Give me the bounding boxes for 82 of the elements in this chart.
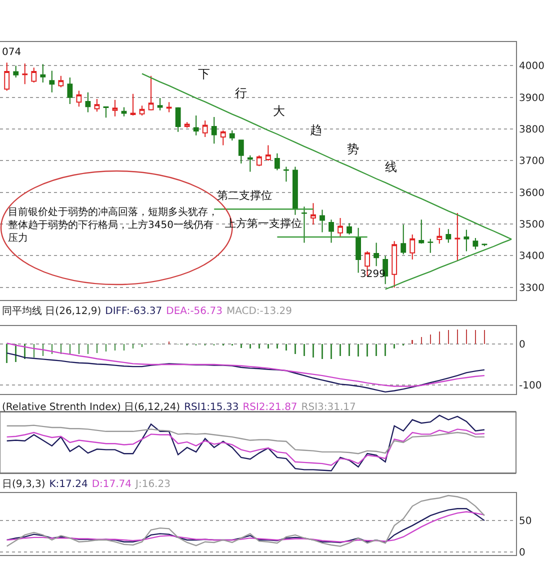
y-tick-label: 3400 [519,251,544,262]
candlestick [328,219,334,244]
annotation: 3299 [360,269,386,280]
y-tick-label: 3900 [519,92,544,104]
candlestick [76,90,82,108]
y-tick-label: 3700 [519,156,544,168]
candlestick [31,67,37,84]
candlestick [94,98,100,112]
candlestick [464,229,470,252]
chart-title: (Relative Strenth Index) 日(6,12,24) [2,402,180,413]
candlestick [428,238,434,254]
candlestick [193,114,199,136]
candlestick [40,64,46,84]
y-tick-label: 3300 [519,282,544,294]
candlestick [85,92,91,113]
candlestick [175,106,181,132]
candlestick [67,76,73,105]
candlestick [410,234,416,260]
candlestick [472,237,478,250]
candlestick [247,154,253,172]
candlestick [392,240,398,288]
candlestick [418,219,424,244]
candlestick [103,106,109,118]
candlestick [58,75,64,88]
candlestick [374,242,380,267]
candlestick [220,130,226,146]
candlestick [130,93,136,116]
y-tick-label: -100 [519,380,542,392]
candlestick [454,212,460,262]
y-tick-label: 3500 [519,220,544,231]
text: D:17.74 [92,479,132,490]
y-tick-label: 0 [519,547,526,558]
candlestick [112,99,118,117]
y-tick-label: 0 [519,340,526,351]
candlestick [310,202,316,226]
line-series [6,352,486,393]
candlestick [157,98,163,111]
candlestick [22,63,28,85]
candlestick [121,106,127,117]
candlestick [148,75,154,111]
candlestick [13,65,19,78]
candlestick [184,122,190,128]
y-tick-label: 50 [519,516,532,528]
candlestick [274,152,280,171]
annotation: 074 [2,47,22,58]
candlestick [284,166,289,182]
candlestick [49,70,55,93]
annotation: 目前银价处于弱势的冲高回落，短期多头犹存，整体趋于弱势的下行格局，上方3450一线仍有压力 [8,206,218,244]
text: RSI2:21.87 [242,402,298,413]
candlestick [302,206,307,244]
y-tick-label: 3800 [519,124,544,136]
y-tick-label: 3600 [519,188,544,199]
candlestick [356,227,362,274]
text: MACD:-13.29 [226,306,292,317]
candlestick [229,130,235,141]
candlestick [265,144,271,162]
y-tick-label: 4000 [519,61,544,72]
text: K:17.24 [49,479,88,490]
chart-title: 日(9,3,3) [2,479,46,490]
series-label: 第二支撑位 [217,189,272,202]
line-series [6,342,486,387]
candlestick [400,224,406,255]
chart-title: 同平均线 日(26,12,9) [2,306,102,317]
candlestick [346,222,352,235]
candlestick [139,105,145,116]
candlestick [320,209,325,233]
text: DIFF:-63.37 [105,306,162,317]
candlestick [166,102,172,113]
text: RSI1:15.33 [184,402,239,413]
candlestick [338,218,343,237]
candlestick [292,166,298,216]
candlestick [436,227,442,244]
text: J:16.23 [136,479,170,490]
candlestick [202,120,208,138]
candlestick [211,116,217,144]
candlestick [446,228,452,244]
candlestick [238,140,244,164]
text: DEA:-56.73 [166,306,222,317]
text: RSI3:31.17 [301,402,356,413]
candlestick [4,62,10,92]
candlestick [256,154,262,167]
text: 下行大趋势线 [198,67,397,174]
